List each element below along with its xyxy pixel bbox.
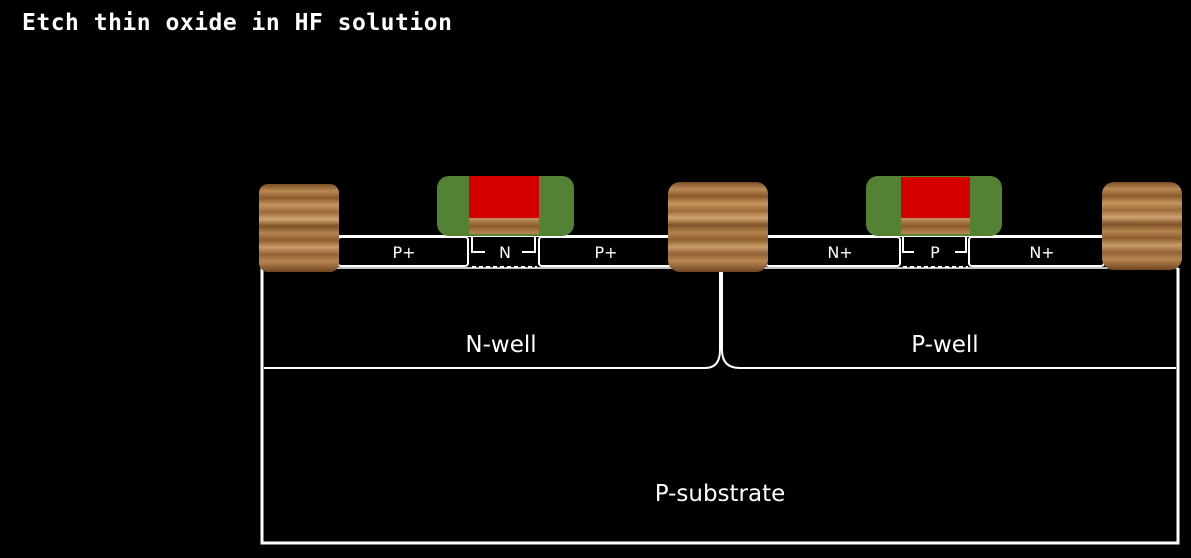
substrate-outline <box>260 268 1180 545</box>
slide-title: Etch thin oxide in HF solution <box>22 10 453 36</box>
pmos-drain-label: P+ <box>594 243 617 262</box>
nwell-boundary <box>264 268 721 369</box>
pmos-channel-label: N <box>499 243 511 262</box>
nmos-channel-label: P <box>930 243 940 262</box>
substrate-label: P-substrate <box>655 481 786 507</box>
field-oxide-middle <box>668 182 768 272</box>
pmos-source-label: P+ <box>392 243 415 262</box>
pwell-boundary <box>721 268 1176 369</box>
nmos-gate-poly <box>901 177 970 218</box>
pmos-gate-poly <box>469 176 539 218</box>
nmos-ldd-right <box>955 237 967 253</box>
nmos-drain-label: N+ <box>1029 243 1054 262</box>
field-oxide-left <box>259 184 339 272</box>
pwell-label: P-well <box>911 332 978 358</box>
pmos-ldd-left <box>471 237 485 253</box>
nmos-gate-oxide <box>901 218 970 234</box>
nmos-source-label: N+ <box>827 243 852 262</box>
nwell-label: N-well <box>465 332 536 358</box>
pmos-gate-oxide <box>469 218 539 234</box>
field-oxide-right <box>1102 182 1182 270</box>
pmos-ldd-right <box>522 237 536 253</box>
nmos-ldd-left <box>902 237 914 253</box>
